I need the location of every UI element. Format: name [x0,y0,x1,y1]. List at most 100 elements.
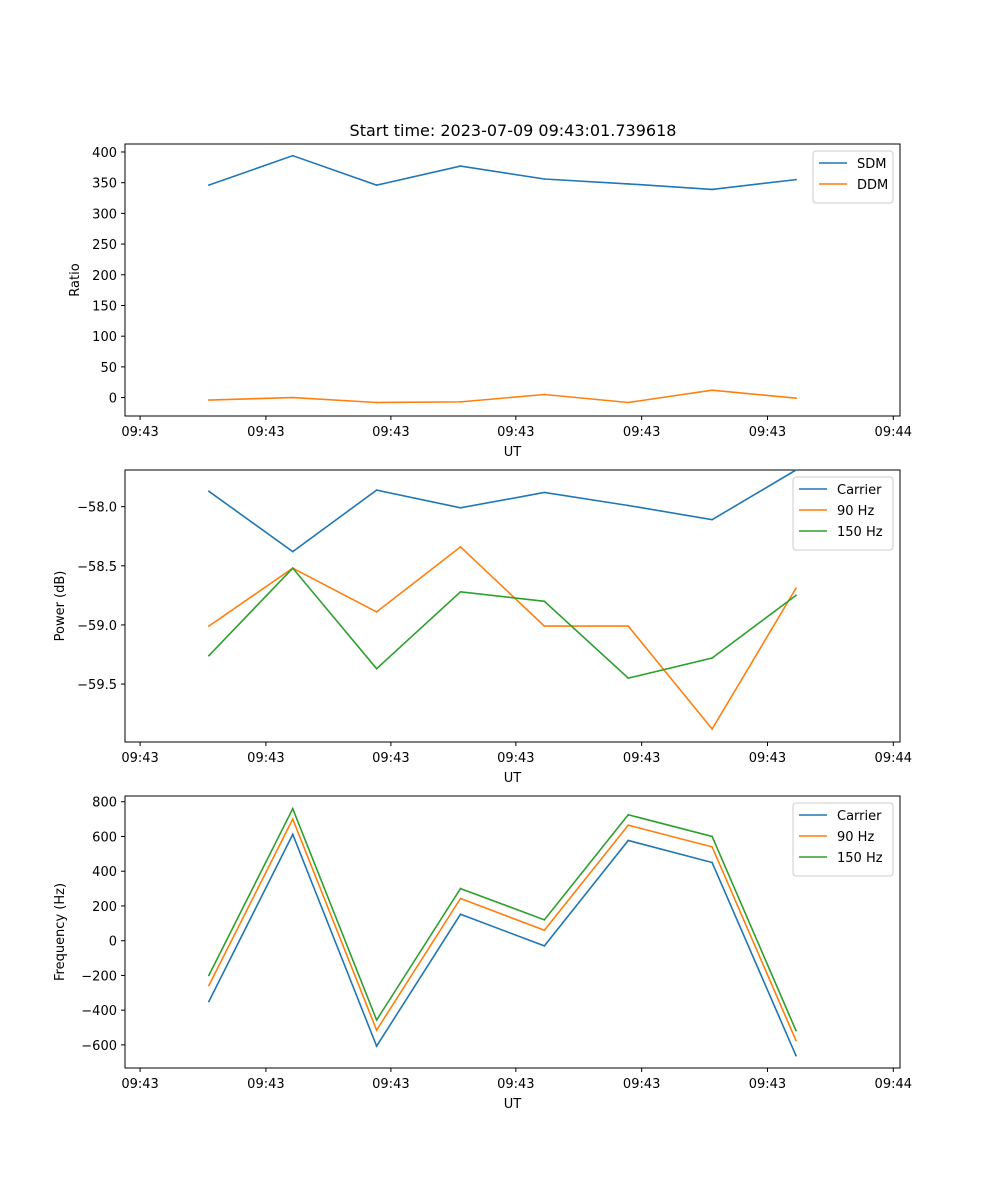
x-tick-label: 09:43 [623,751,660,766]
y-axis-title: Frequency (Hz) [53,883,68,981]
data-point [543,918,546,921]
series-line-150-hz [208,806,797,1031]
legend-label: 150 Hz [837,525,883,540]
data-point [207,654,210,657]
x-tick-label: 09:43 [121,1077,158,1092]
x-tick-label: 09:43 [372,1077,409,1092]
data-point [375,489,378,492]
y-tick-label: −200 [81,969,117,984]
data-point [375,1029,378,1032]
x-tick-label: 09:43 [623,425,660,440]
data-point [459,913,462,916]
y-tick-label: 200 [92,269,117,284]
data-point [795,594,797,597]
series-line-sdm [208,154,797,191]
data-point [375,401,378,404]
data-point [207,184,210,187]
data-point [207,625,210,628]
data-point [207,490,210,493]
data-point [291,818,294,821]
legend: Carrier 90 Hz 150 Hz [792,802,894,877]
x-tick-label: 09:43 [497,1077,534,1092]
x-tick-label: 09:43 [121,751,158,766]
data-point [795,397,797,400]
x-tick-label: 09:43 [372,751,409,766]
x-tick-label: 09:43 [749,1077,786,1092]
data-point [291,807,294,810]
data-point [207,399,210,401]
data-point [543,600,546,603]
data-point [795,587,797,590]
y-tick-label: 200 [92,900,117,915]
data-point [711,728,714,730]
y-tick-label: −59.5 [77,678,117,693]
legend-label: 150 Hz [837,851,883,866]
x-tick-label: 09:43 [372,425,409,440]
x-tick-label: 09:43 [247,425,284,440]
data-point [459,887,462,890]
data-point [543,929,546,932]
plot-frame [124,795,901,1069]
data-point [543,491,546,494]
series-line-carrier [208,469,797,553]
data-point [795,1039,797,1042]
y-axis-title: Power (dB) [53,571,68,642]
x-tick-label: 09:43 [749,425,786,440]
data-point [459,590,462,593]
data-point [543,944,546,947]
y-tick-label: 0 [109,935,117,950]
power-chart: 09:43 09:43 09:43 09:43 09:43 09:43 09:44 −59.5… [53,469,912,786]
legend: Carrier 90 Hz 150 Hz [792,476,894,551]
legend-label: DDM [857,178,888,193]
data-point [459,545,462,548]
y-tick-label: 350 [92,177,117,192]
data-point [795,178,797,181]
data-point [375,667,378,670]
data-point [459,165,462,168]
data-point [375,611,378,613]
data-point [459,506,462,509]
y-tick-label: −600 [81,1039,117,1054]
x-tick-label: 09:43 [749,751,786,766]
data-point [627,677,630,680]
legend-label: Carrier [837,809,882,824]
data-point [543,625,546,628]
data-point [711,835,714,838]
data-point [207,984,210,987]
y-tick-label: −400 [81,1004,117,1019]
data-point [375,1045,378,1048]
data-point [711,861,714,864]
data-point [795,469,797,471]
x-axis-title: UT [504,771,522,786]
x-tick-label: 09:43 [497,751,534,766]
y-tick-label: 300 [92,207,117,222]
y-tick-label: −58.5 [77,560,117,575]
y-tick-label: 100 [92,330,117,345]
y-tick-label: 400 [92,865,117,880]
y-tick-label: 800 [92,796,117,811]
data-point [627,625,630,628]
x-tick-label: 09:44 [875,751,912,766]
data-point [459,400,462,403]
data-point [711,389,714,392]
data-point [795,1054,797,1057]
data-point [291,550,294,553]
data-point [291,154,294,157]
data-point [291,396,294,399]
data-point [627,401,630,404]
series-line-90-hz [208,817,797,1041]
y-tick-label: −59.0 [77,619,117,634]
data-point [375,184,378,187]
data-point [627,824,630,827]
x-tick-label: 09:44 [875,425,912,440]
y-tick-label: 150 [92,299,117,314]
plot-frame [124,143,901,417]
y-axis-title: Ratio [68,263,83,296]
data-point [291,567,294,570]
data-point [711,518,714,521]
legend-label: 90 Hz [837,830,874,845]
legend-label: Carrier [837,483,882,498]
y-tick-label: 250 [92,238,117,253]
data-point [627,813,630,816]
